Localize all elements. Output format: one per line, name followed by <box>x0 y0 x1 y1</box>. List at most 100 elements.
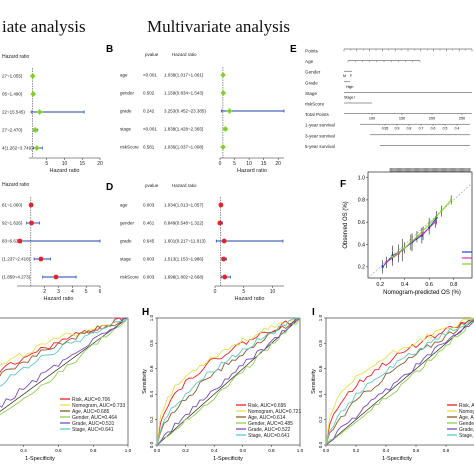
nomogram-tick-label: 250 <box>459 117 465 121</box>
forest-factor-label: stage <box>120 257 132 262</box>
roc-legend-label: Grade, AUC=0.531 <box>72 421 115 427</box>
roc-curve <box>325 318 474 446</box>
calibration-point <box>450 198 453 202</box>
calibration-tick-label: 0.2 <box>358 265 365 271</box>
roc-tick-label: 1.0 <box>149 314 154 321</box>
calibration-point <box>385 261 388 264</box>
forest-factor-label: stage <box>120 127 132 132</box>
forest-hr-text: 27~1.055) <box>2 74 23 79</box>
forest-x-label: Hazard ratio <box>235 296 265 302</box>
forest-plot-multivariate-bottom: pvalue Hazard ratio age gender grade stage r… <box>120 183 284 302</box>
calibration-tick-label: 0.4 <box>401 282 409 288</box>
forest-hr-text: 1.513(1.153~1.986) <box>164 257 204 262</box>
roc-tick-label: 0.6 <box>149 365 154 372</box>
roc-legend-label: Risk, AUC <box>459 403 474 409</box>
nomogram-row-label: 5-year survival <box>305 144 335 149</box>
forest-point <box>38 256 44 262</box>
roc-plot-h: 0.0 0.2 0.4 0.6 0.8 1.0 Sensitivity 0.0 0.2 0.4 0.… <box>142 314 304 462</box>
calibration-tick-label: 0.8 <box>450 282 458 288</box>
roc-tick-label: 0.0 <box>318 441 323 448</box>
forest-point <box>33 145 40 151</box>
calibration-point <box>440 209 443 213</box>
calibration-point <box>391 255 394 258</box>
forest-hr-text: 1.838(1.428~2.365) <box>164 127 204 132</box>
forest-hr-text: 0.849(0.548~1.322) <box>164 221 204 226</box>
nomogram-tick-label: 0.8 <box>407 127 412 131</box>
nomogram-row-label: Total Points <box>305 112 329 117</box>
forest-pvalue: 0.003 <box>143 275 155 280</box>
roc-tick-label: 0.8 <box>318 340 323 347</box>
forest-tick-label: 20 <box>275 161 281 167</box>
roc-frame <box>0 317 129 446</box>
roc-legend-label: Grade, AUC=0.522 <box>248 427 291 433</box>
nomogram-tick-label: 0.7 <box>419 127 424 131</box>
forest-tick-label: 10 <box>270 289 276 295</box>
forest-hr-text: 1.698(1.802~2.668) <box>164 275 204 280</box>
calibration-diagonal <box>367 182 473 279</box>
panel-label-e: E <box>290 44 297 55</box>
nomogram-row-label: 1-year survival <box>305 123 335 128</box>
roc-tick-label: 0.6 <box>413 448 420 453</box>
forest-hr-text: 1.038(1.017~1.061) <box>164 73 204 78</box>
forest-pvalue: 0.242 <box>143 109 155 114</box>
roc-plot-i: 0.0 0.2 0.4 0.6 0.8 1.0 Sensitivity 0.0 0.2 0.4 0.… <box>311 314 474 462</box>
calibration-point <box>415 235 419 238</box>
nomogram-row-label: Stage <box>305 91 317 96</box>
forest-hr-header: Hazard ratio <box>2 182 29 188</box>
forest-plot-multivariate-top: pvalue Hazard ratio age gender grade stage r… <box>120 52 285 174</box>
calibration-plot: 0.2 0.4 0.6 0.8 0.2 0.4 0.6 0.8 1.0 Nomogram-pred… <box>343 168 473 296</box>
calibration-point <box>434 221 437 224</box>
roc-curve <box>0 317 128 377</box>
forest-factor-label: gender <box>120 221 135 226</box>
forest-point <box>28 202 34 208</box>
roc-curve <box>156 317 301 446</box>
calibration-point <box>427 223 431 226</box>
roc-tick-label: 0.6 <box>318 365 323 372</box>
panel-label-d: D <box>106 182 113 193</box>
forest-tick-label: 2 <box>43 289 46 295</box>
roc-tick-label: 0.2 <box>182 448 189 453</box>
roc-legend-label: Nomogram, AUC=0.721 <box>248 409 301 415</box>
forest-tick-label: 15 <box>261 161 267 167</box>
nomogram-row-label: riskScore <box>305 102 325 107</box>
roc-curve <box>325 319 474 446</box>
forest-factor-label: grade <box>120 239 132 244</box>
forest-x-label: Hazard ratio <box>50 168 80 174</box>
roc-curve <box>0 317 129 373</box>
calibration-tick-label: 0.6 <box>358 220 365 226</box>
calibration-x-label: Nomogram-predicted OS (%) <box>383 290 461 296</box>
roc-legend-label: Stage, AUC=0.641 <box>72 427 114 433</box>
nomogram: Points Age Gender Grade Stage riskScore Total … <box>305 49 473 149</box>
roc-tick-label: 0.2 <box>318 416 323 423</box>
roc-tick-label: 0.4 <box>383 448 390 453</box>
forest-pvalue-header: pvalue <box>145 52 159 57</box>
panel-label-b: B <box>106 44 113 55</box>
nomogram-row-label: Age <box>305 59 314 64</box>
forest-hr-text: 1.159(0.834~1.543) <box>164 91 204 96</box>
calibration-y-label: Observed OS (%) <box>343 201 349 248</box>
roc-curve <box>156 317 300 446</box>
forest-pvalue: <0.001 <box>143 127 157 132</box>
forest-tick-label: 20 <box>97 161 103 167</box>
forest-point <box>226 108 233 114</box>
roc-diagonal <box>0 317 129 412</box>
forest-point <box>221 256 227 262</box>
forest-point <box>217 220 223 226</box>
forest-hr-text: 05~1.490) <box>2 92 23 97</box>
forest-pvalue: 0.581 <box>143 145 155 150</box>
roc-tick-label: 0.8 <box>90 448 97 453</box>
panel-label-f: F <box>340 179 346 190</box>
roc-legend-label: Gender, AUC=0.464 <box>72 415 117 421</box>
forest-tick-label: 0 <box>214 289 217 295</box>
roc-y-label: Sensitivity <box>311 369 317 394</box>
roc-diagonal <box>325 319 474 446</box>
roc-x-label: 1-Specificity <box>25 456 55 462</box>
roc-curve <box>0 317 129 387</box>
roc-frame <box>325 317 474 446</box>
roc-legend-label: Risk, AUC=0.695 <box>248 403 286 409</box>
roc-tick-label: 1.0 <box>318 314 323 321</box>
calibration-point <box>403 246 406 250</box>
roc-plot-g: 0.4 0.6 0.8 1.0 1-Specificity Risk, AUC=0.706… <box>0 317 132 462</box>
nomogram-tick-label: 0.4 <box>455 127 460 131</box>
roc-tick-label: 0.2 <box>149 416 154 423</box>
